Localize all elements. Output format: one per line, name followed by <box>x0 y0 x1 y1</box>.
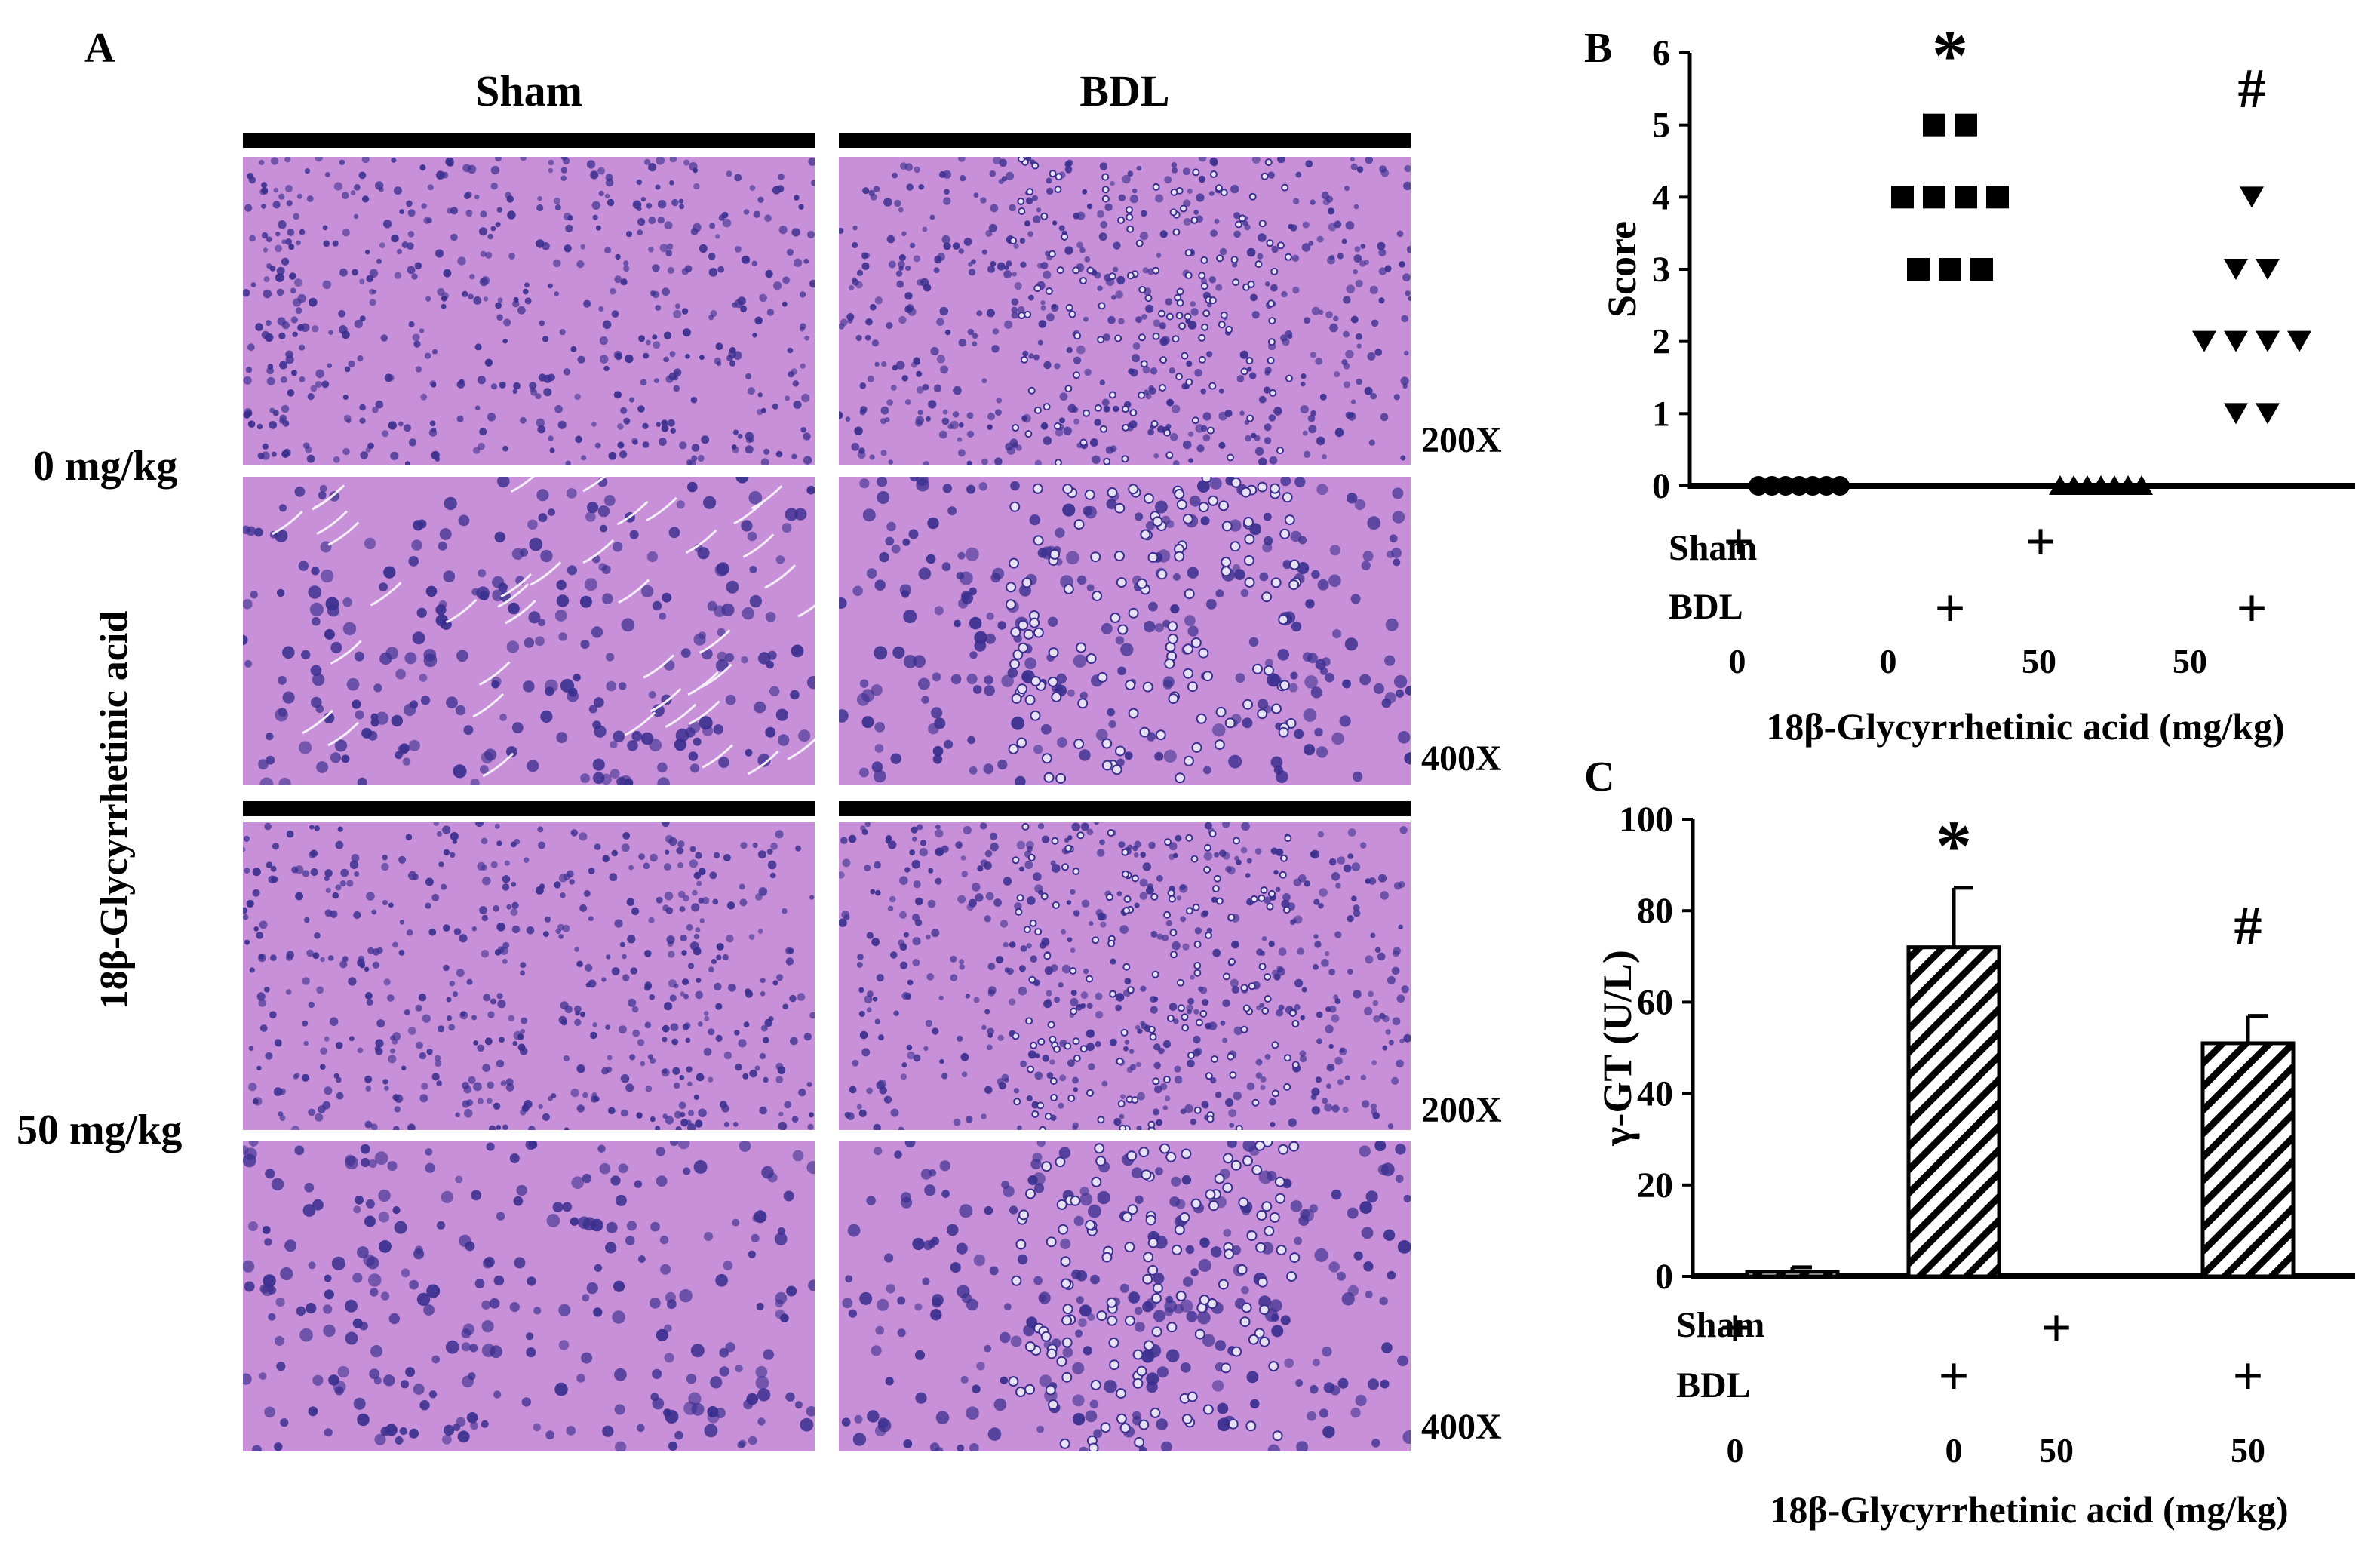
sham-mid-rule <box>243 801 815 816</box>
score-point <box>2224 403 2248 425</box>
y-tick-label: 20 <box>1637 1166 1673 1205</box>
y-tick-label: 40 <box>1637 1074 1673 1114</box>
row-label-sham: Sham <box>1676 1305 1764 1345</box>
y-tick-label: 100 <box>1619 800 1673 840</box>
y-tick-label: 5 <box>1652 106 1670 146</box>
sham-header-rule <box>243 133 815 148</box>
y-tick-label: 4 <box>1652 177 1670 217</box>
score-point <box>1923 113 1945 137</box>
score-point <box>1970 258 1993 281</box>
sham-plus-sign: + <box>1719 1298 1750 1358</box>
row-label-bdl: BDL <box>1676 1365 1751 1405</box>
x-axis-label: 18β-Glycyrrhetinic acid (mg/kg) <box>1766 705 2284 748</box>
score-point <box>1986 186 2009 209</box>
dose-label-0mg: 0 mg/kg <box>33 443 178 490</box>
ggt-bar <box>1745 1270 1840 1279</box>
panel-a-letter: A <box>84 25 115 72</box>
y-axis-label: γ-GT (U/L) <box>1595 950 1640 1147</box>
dose-tick-label: 0 <box>1729 642 1746 680</box>
significance-marker: * <box>1932 23 1968 96</box>
histology-sham-50mg-400x <box>243 1141 815 1451</box>
magnification-200x-top: 200X <box>1421 420 1502 460</box>
dose-tick-label: 0 <box>1880 642 1897 680</box>
magnification-400x-top: 400X <box>1421 739 1502 779</box>
y-tick-label: 80 <box>1637 891 1673 931</box>
dose-tick-label: 50 <box>2039 1431 2074 1470</box>
dose-label-50mg: 50 mg/kg <box>17 1107 183 1153</box>
panel-c-letter: C <box>1584 754 1615 800</box>
score-point <box>2240 186 2264 208</box>
score-point <box>1749 476 1768 496</box>
score-point <box>1816 476 1836 496</box>
y-axis-label: Score <box>1599 221 1645 318</box>
histology-bdl-0mg-400x <box>839 477 1411 785</box>
ggt-bar <box>2200 1041 2296 1279</box>
sham-plus-sign: + <box>2025 511 2056 572</box>
score-point <box>1762 476 1782 496</box>
score-point <box>2256 259 2280 280</box>
score-point <box>1955 186 1977 209</box>
sham-plus-sign: + <box>2041 1298 2071 1358</box>
compound-axis-label: 18β-Glycyrrhetinic acid <box>93 610 136 1010</box>
histology-bdl-50mg-200x <box>839 822 1411 1130</box>
dose-tick-label: 50 <box>2173 642 2207 680</box>
score-point <box>1803 476 1823 496</box>
y-tick-label: 0 <box>1655 1257 1673 1297</box>
ggt-bar-chart: 0 20 40 60 80 100 γ-GT (U/L) +0 * +0 +50 # +50 Sham BD… <box>1595 800 2355 1531</box>
row-label-bdl: BDL <box>1669 587 1743 627</box>
histology-bdl-50mg-400x <box>839 1141 1411 1451</box>
bdl-plus-sign: + <box>1938 1346 1969 1406</box>
y-tick-label: 60 <box>1637 982 1673 1022</box>
dose-tick-label: 0 <box>1945 1431 1963 1470</box>
histology-bdl-0mg-200x <box>839 157 1411 465</box>
y-tick-label: 6 <box>1652 33 1670 73</box>
bdl-mid-rule <box>839 801 1411 816</box>
score-point <box>1955 113 1977 137</box>
score-point <box>1789 476 1809 496</box>
y-tick-label: 1 <box>1652 394 1670 434</box>
dose-tick-label: 50 <box>2231 1431 2265 1470</box>
dose-tick-label: 50 <box>2022 642 2056 680</box>
ggt-bar <box>1906 945 2001 1279</box>
bdl-plus-sign: + <box>2236 578 2267 638</box>
bdl-header-rule <box>839 133 1411 148</box>
score-point <box>1830 476 1850 496</box>
score-point <box>1923 186 1945 209</box>
y-tick-label: 2 <box>1652 322 1670 362</box>
row-label-sham: Sham <box>1669 528 1757 568</box>
score-point <box>2224 259 2248 280</box>
bdl-plus-sign: + <box>2232 1346 2263 1406</box>
significance-marker: # <box>2238 58 2266 120</box>
y-tick-label: 0 <box>1652 466 1670 506</box>
column-header-bdl: BDL <box>1079 66 1170 115</box>
score-point <box>2224 330 2248 352</box>
dose-tick-label: 0 <box>1727 1431 1744 1470</box>
histology-sham-50mg-200x <box>243 822 815 1130</box>
panel-b-letter: B <box>1584 25 1613 72</box>
magnification-200x-bottom: 200X <box>1421 1090 1502 1130</box>
sham-plus-sign: + <box>1723 511 1754 572</box>
score-point <box>2287 330 2311 352</box>
score-point <box>1776 476 1795 496</box>
score-point <box>2256 403 2280 425</box>
column-header-sham: Sham <box>475 66 582 115</box>
bdl-plus-sign: + <box>1934 578 1965 638</box>
histology-sham-0mg-200x <box>243 157 815 465</box>
x-axis-label: 18β-Glycyrrhetinic acid (mg/kg) <box>1770 1488 2288 1531</box>
score-point <box>2192 330 2216 352</box>
score-point <box>2256 330 2280 352</box>
significance-marker: # <box>2234 895 2262 957</box>
score-point <box>1907 258 1930 281</box>
histology-sham-0mg-400x <box>243 477 815 785</box>
score-point <box>1939 258 1961 281</box>
score-point <box>1891 186 1914 209</box>
significance-marker: * <box>1936 806 1972 886</box>
y-tick-label: 3 <box>1652 250 1670 290</box>
score-point <box>2130 475 2153 495</box>
magnification-400x-bottom: 400X <box>1421 1407 1502 1447</box>
score-scatter-chart: 0 1 2 3 4 5 6 Score +0 * +0 +50 # +50 Sham BDL 18β-Glycy… <box>1599 23 2355 748</box>
